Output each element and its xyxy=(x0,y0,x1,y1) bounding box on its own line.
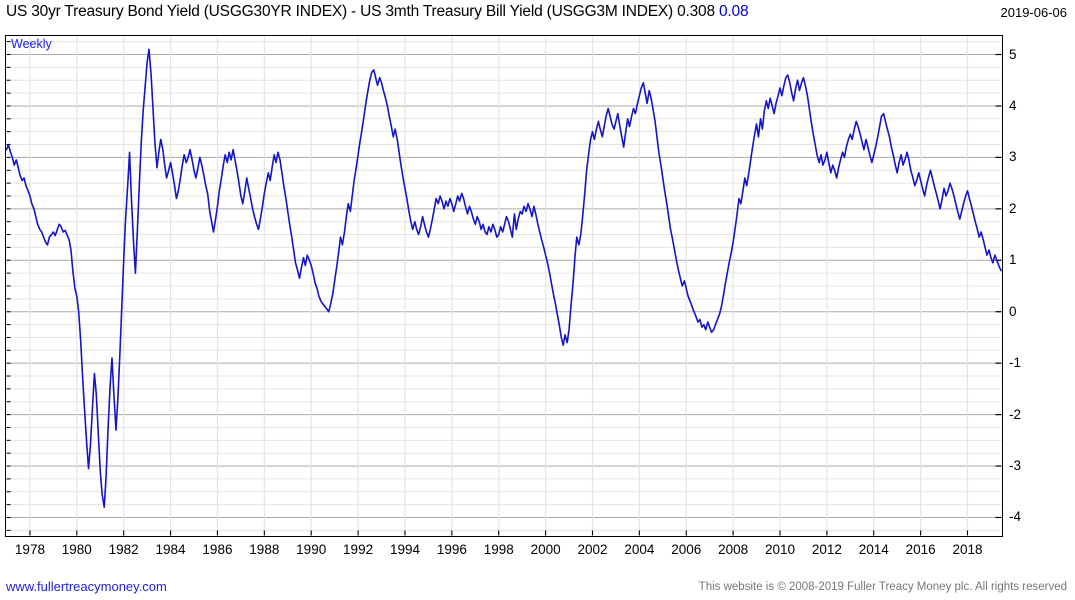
x-axis-tick-label: 1992 xyxy=(343,542,374,557)
x-axis-tick-label: 2010 xyxy=(764,542,795,557)
site-url-link[interactable]: www.fullertreacymoney.com xyxy=(6,579,167,594)
x-axis-tick-label: 1980 xyxy=(61,542,92,557)
title-text: US 30yr Treasury Bond Yield (USGG30YR IN… xyxy=(6,3,673,20)
y-axis-tick-label: 5 xyxy=(1009,46,1017,62)
chart-plot-area: Weekly xyxy=(5,35,1003,537)
page-title: US 30yr Treasury Bond Yield (USGG30YR IN… xyxy=(6,3,749,21)
spread-series-line xyxy=(5,48,1002,509)
y-axis-tick-label: -2 xyxy=(1009,406,1022,422)
x-axis-tick-label: 2008 xyxy=(718,542,749,557)
y-axis-tick-label: -1 xyxy=(1009,355,1022,371)
x-axis-tick-label: 1996 xyxy=(436,542,467,557)
x-axis-tick-label: 2000 xyxy=(530,542,561,557)
x-axis-tick-label: 1978 xyxy=(14,542,45,557)
y-axis-tick-label: 3 xyxy=(1009,149,1017,165)
x-axis-tick-label: 1998 xyxy=(483,542,514,557)
y-axis-tick-label: -3 xyxy=(1009,458,1022,474)
x-axis-tick-label: 1994 xyxy=(389,542,420,557)
x-axis-tick-label: 1990 xyxy=(296,542,327,557)
x-axis-tick-label: 2012 xyxy=(811,542,842,557)
x-axis-tick-label: 2018 xyxy=(952,542,983,557)
y-axis-tick-label: 2 xyxy=(1009,200,1017,216)
vertical-gridlines xyxy=(29,36,969,536)
x-axis-tick-label: 2014 xyxy=(858,542,889,557)
y-axis-tick-label: 0 xyxy=(1009,303,1017,319)
value-secondary: 0.08 xyxy=(719,3,749,20)
y-axis-tick-label: -4 xyxy=(1009,509,1022,525)
major-horizontal-gridlines xyxy=(6,54,1002,518)
as-of-date: 2019-06-06 xyxy=(1000,5,1068,20)
x-axis-tick-label: 2004 xyxy=(624,542,655,557)
y-axis-tick-label: 1 xyxy=(1009,252,1017,268)
x-axis-tick-label: 1986 xyxy=(202,542,233,557)
x-axis-tick-label: 2006 xyxy=(671,542,702,557)
yield-spread-line-chart xyxy=(5,36,1002,536)
copyright-notice: This website is © 2008-2019 Fuller Treac… xyxy=(698,581,1067,593)
value-primary: 0.308 xyxy=(677,3,715,20)
x-axis-tick-label: 1988 xyxy=(249,542,280,557)
x-axis-tick-label: 1984 xyxy=(155,542,186,557)
x-axis-ticks xyxy=(29,530,969,536)
y-axis-tick-label: 4 xyxy=(1009,97,1017,113)
x-axis-tick-label: 2016 xyxy=(905,542,936,557)
x-axis-tick-label: 2002 xyxy=(577,542,608,557)
page-footer: www.fullertreacymoney.com This website i… xyxy=(0,574,1075,600)
chart-header: US 30yr Treasury Bond Yield (USGG30YR IN… xyxy=(0,0,1075,28)
y-axis-ticks xyxy=(6,41,1002,531)
minor-horizontal-gridlines xyxy=(6,41,1002,531)
x-axis-tick-label: 1982 xyxy=(108,542,139,557)
